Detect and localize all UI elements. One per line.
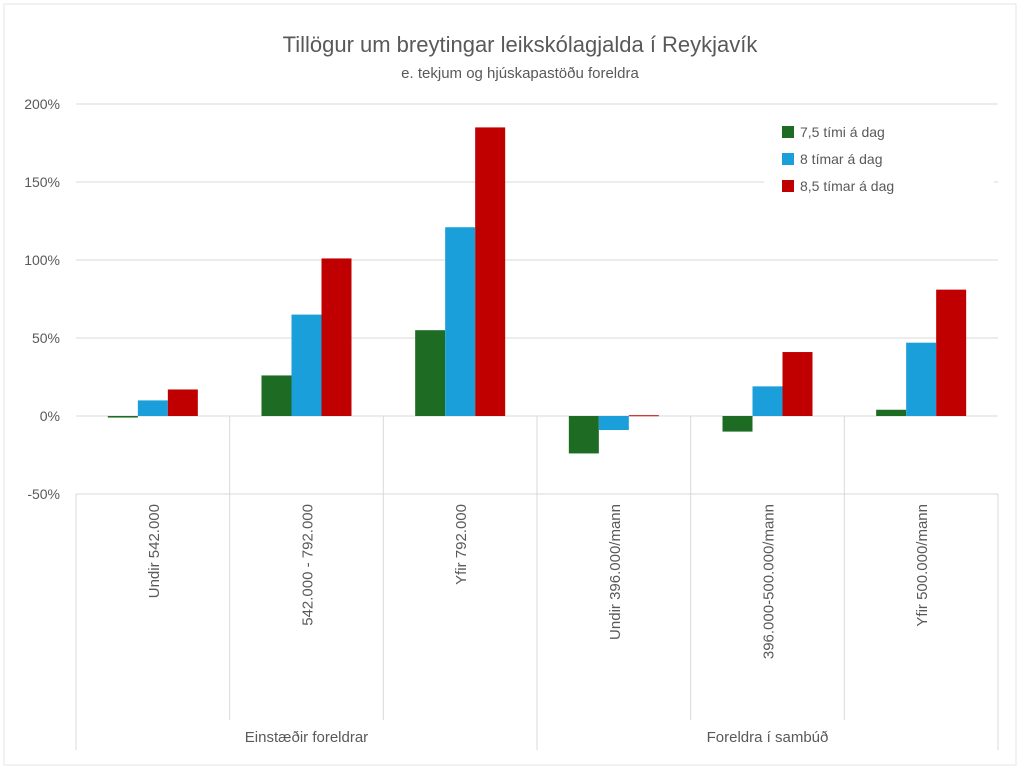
bar-1-1 xyxy=(107,416,138,418)
bar-3-3 xyxy=(475,127,506,417)
bar-3-1 xyxy=(167,389,198,416)
chart-subtitle: e. tekjum og hjúskapastöðu foreldra xyxy=(401,65,639,82)
group-label: Einstæðir foreldrar xyxy=(245,729,368,746)
bar-1-5 xyxy=(722,416,753,432)
category-label: Yfir 792.000 xyxy=(453,504,470,585)
group-label: Foreldra í sambúð xyxy=(707,729,829,746)
bar-3-6 xyxy=(936,289,967,416)
bar-3-4 xyxy=(628,415,659,417)
bar-2-4 xyxy=(598,416,629,431)
bar-2-2 xyxy=(291,314,322,416)
bar-3-2 xyxy=(321,258,352,416)
legend-swatch xyxy=(782,126,794,138)
legend-box xyxy=(764,112,994,204)
bar-1-6 xyxy=(876,409,907,416)
bar-1-3 xyxy=(415,330,446,416)
legend-label: 8 tímar á dag xyxy=(800,151,883,167)
bar-2-6 xyxy=(906,342,937,416)
y-tick-label: 0% xyxy=(40,408,60,424)
category-label: 396.000-500.000/mann xyxy=(761,504,778,659)
category-label: Undir 396.000/mann xyxy=(607,504,624,640)
category-label: Yfir 500.000/mann xyxy=(914,504,931,627)
y-tick-label: -50% xyxy=(27,486,60,502)
legend-label: 7,5 tími á dag xyxy=(800,124,885,140)
bar-3-5 xyxy=(782,352,813,416)
y-tick-label: 100% xyxy=(24,252,60,268)
y-tick-label: 200% xyxy=(24,96,60,112)
category-label: 542.000 - 792.000 xyxy=(300,504,317,626)
legend-swatch xyxy=(782,180,794,192)
bar-2-1 xyxy=(137,400,168,416)
category-label: Undir 542.000 xyxy=(146,504,163,598)
legend-label: 8,5 tímar á dag xyxy=(800,178,894,194)
bar-1-2 xyxy=(261,375,292,416)
legend-swatch xyxy=(782,153,794,165)
y-tick-label: 150% xyxy=(24,174,60,190)
y-tick-label: 50% xyxy=(32,330,60,346)
bar-2-5 xyxy=(752,386,783,416)
bar-2-3 xyxy=(445,227,476,416)
bar-1-4 xyxy=(568,416,599,454)
chart-title: Tillögur um breytingar leikskólagjalda í… xyxy=(283,32,759,57)
